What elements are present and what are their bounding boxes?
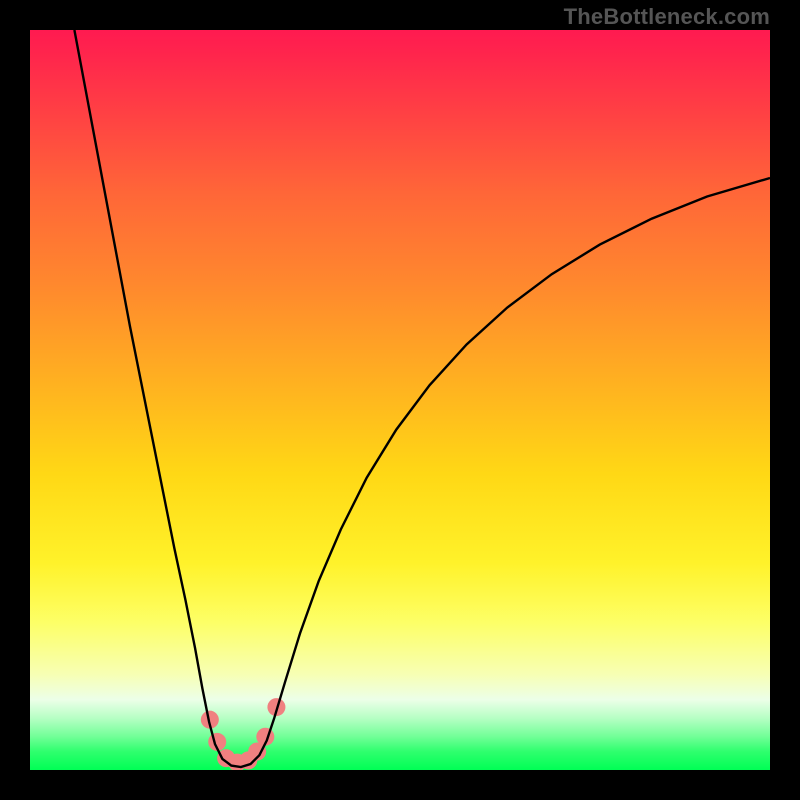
watermark-text: TheBottleneck.com xyxy=(564,4,770,30)
chart-frame: TheBottleneck.com xyxy=(0,0,800,800)
bottleneck-curve xyxy=(74,30,770,767)
chart-overlay xyxy=(30,30,770,770)
plot-area xyxy=(30,30,770,770)
